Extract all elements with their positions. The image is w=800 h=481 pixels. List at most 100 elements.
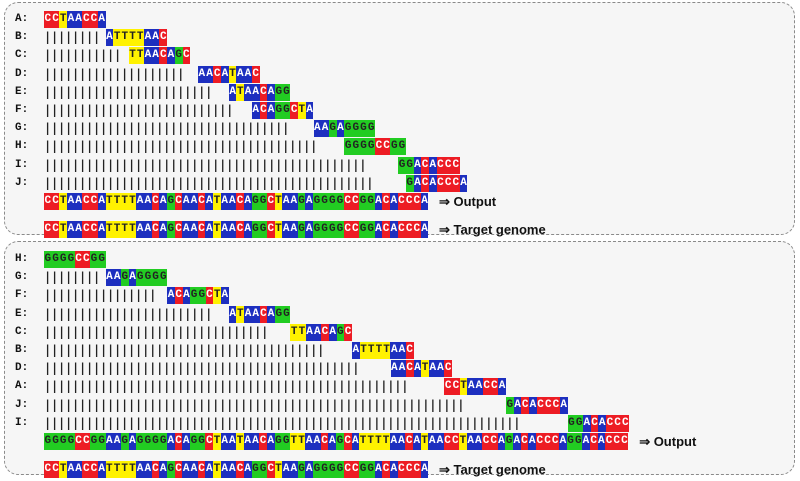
base-g: G xyxy=(259,461,267,478)
base-c: C xyxy=(413,221,421,238)
base-a: A xyxy=(182,193,191,210)
base-t: T xyxy=(128,221,137,238)
base-c: C xyxy=(421,174,429,192)
base-c: C xyxy=(51,461,60,478)
base-g: G xyxy=(367,120,375,138)
base-a: A xyxy=(321,120,329,138)
base-g: G xyxy=(574,433,583,450)
base-c: C xyxy=(552,396,560,414)
base-a: A xyxy=(428,156,437,174)
base-t: T xyxy=(213,221,221,238)
base-g: G xyxy=(51,433,60,450)
base-t: T xyxy=(59,11,68,28)
base-c: C xyxy=(405,433,413,450)
base-a: A xyxy=(67,11,75,28)
base-g: G xyxy=(44,433,52,450)
base-a: A xyxy=(220,221,229,238)
base-a: A xyxy=(136,461,144,478)
base-a: A xyxy=(475,378,483,396)
base-g: G xyxy=(90,433,98,450)
base-a: A xyxy=(190,461,198,478)
base-a: A xyxy=(243,193,252,210)
base-g: G xyxy=(336,323,345,341)
base-a: A xyxy=(513,396,522,414)
base-a: A xyxy=(67,461,75,478)
base-a: A xyxy=(597,433,606,450)
base-a: A xyxy=(243,461,252,478)
base-a: A xyxy=(151,29,160,47)
base-a: A xyxy=(97,461,106,478)
base-t: T xyxy=(366,433,375,450)
base-t: T xyxy=(298,323,306,341)
base-a: A xyxy=(228,221,237,238)
base-c: C xyxy=(343,433,352,450)
gap-pipes: ||||||||||||||||||||||||||||||||||||||||… xyxy=(44,175,374,190)
base-a: A xyxy=(128,269,137,287)
gap-pipes: |||||||||||||||||||| xyxy=(44,66,185,81)
base-c: C xyxy=(344,323,352,341)
base-g: G xyxy=(120,269,129,287)
base-a: A xyxy=(167,287,175,305)
base-a: A xyxy=(143,461,152,478)
base-g: G xyxy=(359,461,367,478)
read-label: A: xyxy=(15,380,29,393)
top-alignment-panel: A: C C T A A C C A B: |||||||| A T T T T A A C C: ||||||||||… xyxy=(4,2,795,238)
base-t: T xyxy=(59,461,68,478)
gap-pipes: ||||||||||||||||||||||||||||||||||||||||… xyxy=(44,361,360,376)
base-a: A xyxy=(413,360,422,378)
base-a: A xyxy=(159,221,167,238)
base-c: C xyxy=(159,47,168,65)
base-c: C xyxy=(621,414,630,432)
base-c: C xyxy=(82,193,91,210)
base-g: G xyxy=(313,193,321,210)
base-a: A xyxy=(420,221,429,238)
gap-pipes: ||||||||||||||||||||||||||||||||||||||| xyxy=(44,139,318,154)
base-a: A xyxy=(374,461,383,478)
base-a: A xyxy=(290,221,298,238)
base-a: A xyxy=(305,193,314,210)
base-a: A xyxy=(374,193,383,210)
base-g: G xyxy=(366,193,375,210)
base-c: C xyxy=(44,11,52,28)
base-g: G xyxy=(398,138,406,156)
gap-pipes: ||||||||||||||||||||||||||||||||||||||||… xyxy=(44,415,521,430)
base-g: G xyxy=(366,461,375,478)
base-c: C xyxy=(489,433,498,450)
base-t: T xyxy=(459,433,467,450)
base-c: C xyxy=(405,342,414,359)
base-t: T xyxy=(213,193,221,210)
base-a: A xyxy=(67,221,75,238)
base-g: G xyxy=(167,221,175,238)
base-t: T xyxy=(128,29,137,47)
base-a: A xyxy=(352,342,360,359)
base-c: C xyxy=(382,221,390,238)
base-a: A xyxy=(428,174,437,192)
base-c: C xyxy=(321,323,329,341)
base-c: C xyxy=(44,221,52,238)
base-a: A xyxy=(413,433,421,450)
base-c: C xyxy=(259,102,268,119)
base-a: A xyxy=(97,193,106,210)
gap-pipes: ||||||||||||||||||||||||||||||||||||||||… xyxy=(44,379,409,394)
base-t: T xyxy=(120,193,129,210)
gap-pipes: ||||||||||||||||||||||||||||||||||||||||… xyxy=(44,157,367,172)
base-a: A xyxy=(290,461,298,478)
base-t: T xyxy=(128,193,137,210)
base-a: A xyxy=(136,221,144,238)
base-g: G xyxy=(336,193,344,210)
base-g: G xyxy=(344,120,352,138)
base-c: C xyxy=(436,156,445,174)
base-g: G xyxy=(59,251,68,268)
base-a: A xyxy=(313,433,321,450)
base-g: G xyxy=(344,138,352,156)
base-a: A xyxy=(351,433,360,450)
base-a: A xyxy=(128,433,137,450)
base-c: C xyxy=(44,461,52,478)
base-c: C xyxy=(174,461,183,478)
base-c: C xyxy=(405,193,413,210)
read-label: J: xyxy=(15,398,29,411)
